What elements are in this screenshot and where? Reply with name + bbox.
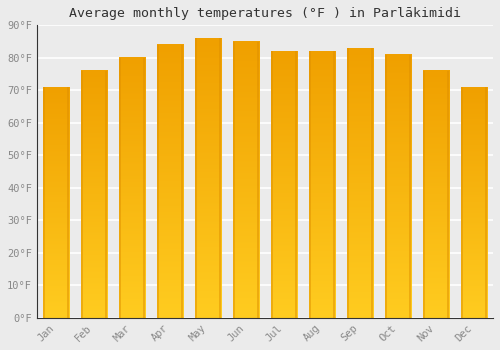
Bar xyxy=(181,45,183,318)
Bar xyxy=(67,87,69,318)
Bar xyxy=(42,87,44,318)
Bar xyxy=(485,87,488,318)
Bar xyxy=(219,38,221,318)
Bar xyxy=(447,71,450,318)
Bar xyxy=(105,71,107,318)
Bar xyxy=(270,51,273,318)
Bar xyxy=(460,87,463,318)
Bar xyxy=(156,45,158,318)
Bar xyxy=(371,48,374,318)
Bar xyxy=(118,58,120,318)
Bar xyxy=(143,58,145,318)
Bar xyxy=(308,51,311,318)
Bar xyxy=(384,55,387,318)
Bar xyxy=(346,48,349,318)
Bar xyxy=(295,51,297,318)
Bar xyxy=(257,42,259,318)
Bar xyxy=(333,51,336,318)
Bar xyxy=(409,55,412,318)
Bar xyxy=(232,42,234,318)
Title: Average monthly temperatures (°F ) in Parlākimidi: Average monthly temperatures (°F ) in Pa… xyxy=(69,7,461,20)
Bar xyxy=(194,38,196,318)
Bar xyxy=(422,71,425,318)
Bar xyxy=(80,71,82,318)
